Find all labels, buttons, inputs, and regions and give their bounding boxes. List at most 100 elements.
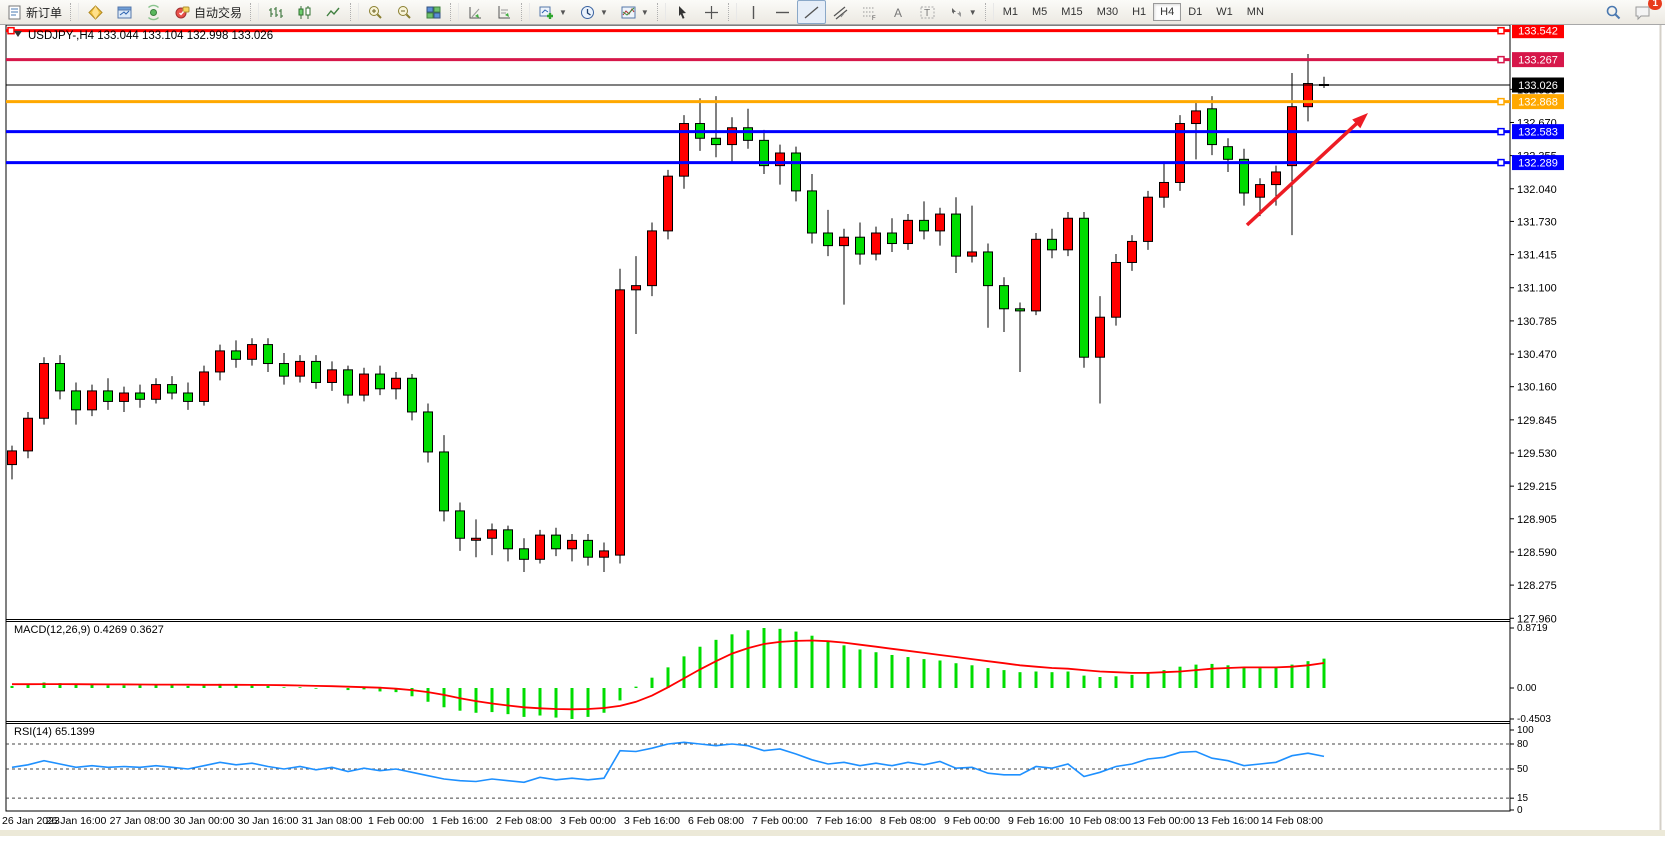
indicator-list-button[interactable]	[461, 0, 490, 24]
timeframe-W1[interactable]: W1	[1216, 6, 1233, 18]
time-axis-label: 1 Feb 00:00	[368, 815, 424, 827]
candle-body	[55, 363, 65, 392]
cursor-tool-button[interactable]	[668, 0, 697, 24]
candle-body	[391, 377, 401, 390]
price-line-label-text: 132.868	[1518, 97, 1558, 109]
collapse-triangle-icon[interactable]	[14, 31, 22, 37]
template-icon	[621, 6, 636, 18]
indicator-window-button[interactable]	[490, 0, 519, 24]
line-anchor-handle[interactable]	[1497, 97, 1505, 106]
chevron-down-icon: ▼	[640, 7, 649, 17]
autotrading-button[interactable]: 自动交易	[168, 0, 248, 24]
separator	[70, 3, 80, 21]
zoom-in-icon	[369, 5, 382, 19]
candle-body	[71, 390, 81, 411]
separator	[984, 3, 994, 21]
time-axis-label: 6 Feb 08:00	[688, 815, 744, 827]
timeframe-M30[interactable]: M30	[1096, 6, 1119, 18]
candle-body	[1111, 261, 1121, 318]
text-label-tool-button[interactable]: T	[913, 0, 942, 24]
chat-badge: 1	[1648, 0, 1662, 10]
bar-chart-button[interactable]	[261, 0, 290, 24]
price-line-label	[1512, 155, 1564, 171]
chart-canvas[interactable]: 132.985132.670132.355132.040131.730131.4…	[0, 23, 1665, 836]
horizontal-line-tool-button[interactable]	[768, 0, 797, 24]
line-anchor-handle[interactable]	[1497, 26, 1505, 35]
add-chart-button[interactable]: ▼	[532, 0, 573, 24]
text-tool-button[interactable]: A	[884, 0, 913, 24]
channel-tool-button[interactable]	[826, 0, 855, 24]
time-axis-label: 3 Feb 00:00	[560, 815, 616, 827]
trend-arrow-object[interactable]	[1245, 118, 1362, 227]
line-chart-button[interactable]	[319, 0, 348, 24]
signal-icon	[148, 4, 160, 20]
candle-body	[1015, 308, 1025, 312]
fibonacci-tool-button[interactable]: F	[855, 0, 884, 24]
period-clock-button[interactable]: ▼	[573, 0, 614, 24]
price-line-label-text: 133.026	[1518, 80, 1558, 92]
candle-body	[247, 344, 257, 360]
arrows-icon	[951, 7, 961, 17]
time-axis-label: 30 Jan 00:00	[174, 815, 235, 827]
separator	[350, 3, 360, 21]
crosshair-tool-button[interactable]	[697, 0, 726, 24]
price-line-label	[1512, 77, 1564, 93]
tile-windows-button[interactable]	[419, 0, 448, 24]
candle-body	[903, 219, 913, 245]
zoom-in-button[interactable]	[361, 0, 390, 24]
template-button[interactable]: ▼	[614, 0, 655, 24]
timeframe-D1[interactable]: D1	[1188, 6, 1203, 18]
timeframe-H4[interactable]: H4	[1153, 3, 1182, 21]
candle-body	[1207, 108, 1217, 146]
candle-body	[887, 232, 897, 245]
candle-body	[823, 232, 833, 247]
timeframe-H1[interactable]: H1	[1132, 6, 1147, 18]
gold-ingot-button[interactable]	[81, 0, 110, 24]
candle-body	[1223, 146, 1233, 160]
line-anchor-handle[interactable]	[1497, 158, 1505, 167]
line-anchor-handle[interactable]	[1497, 55, 1505, 64]
price-line-label-text: 133.542	[1518, 26, 1558, 38]
vertical-line-tool-button[interactable]	[739, 0, 768, 24]
trendline-tool-button[interactable]	[796, 0, 826, 24]
time-axis-label: 30 Jan 16:00	[238, 815, 299, 827]
timeframe-M1[interactable]: M1	[1002, 6, 1018, 18]
timeframe-MN[interactable]: MN	[1246, 6, 1264, 18]
trend-arrow-head[interactable]	[1352, 113, 1368, 129]
horizontal-line-icon	[775, 11, 789, 13]
gold-ingot-icon	[88, 4, 103, 20]
candle-body	[855, 236, 865, 255]
line-anchor-handle[interactable]	[7, 26, 15, 35]
line-chart-icon	[326, 7, 340, 16]
arrows-tool-button[interactable]: ▼	[942, 0, 983, 24]
time-axis-label: 27 Jan 08:00	[110, 815, 171, 827]
zoom-out-button[interactable]	[390, 0, 419, 24]
timeframe-M5[interactable]: M5	[1032, 6, 1048, 18]
chart-plot-area[interactable]	[5, 24, 1511, 812]
chart-title: USDJPY-,H4 133.044 133.104 132.998 133.0…	[28, 30, 273, 42]
line-anchor-handle[interactable]	[1497, 127, 1505, 136]
signal-button[interactable]	[139, 0, 168, 24]
candle-body	[519, 548, 529, 560]
cursor-icon	[678, 5, 686, 19]
period-clock-icon	[580, 5, 594, 19]
charts-window-button[interactable]	[110, 0, 139, 24]
candle-body	[1127, 240, 1137, 263]
candle-body	[327, 369, 337, 383]
time-axis-label: 26 Jan 2023	[2, 815, 60, 827]
search-button[interactable]	[1599, 0, 1628, 24]
rsi-axis-label: 80	[1517, 739, 1529, 750]
candlestick-chart-button[interactable]	[290, 0, 319, 24]
macd-label: MACD(12,26,9) 0.4269 0.3627	[14, 624, 164, 636]
chat-button[interactable]: 1	[1628, 0, 1662, 24]
candle-body	[103, 390, 113, 402]
time-axis-label: 13 Feb 00:00	[1133, 815, 1195, 827]
macd-signal-line	[12, 639, 1325, 711]
add-chart-icon	[539, 6, 554, 19]
candle-body	[87, 390, 97, 411]
timeframe-M15[interactable]: M15	[1061, 6, 1083, 18]
new-order-button[interactable]: 新订单	[0, 0, 68, 24]
candle-body	[439, 451, 449, 512]
price-line-label-text: 132.583	[1518, 127, 1558, 139]
text-label-icon: T	[920, 6, 935, 19]
